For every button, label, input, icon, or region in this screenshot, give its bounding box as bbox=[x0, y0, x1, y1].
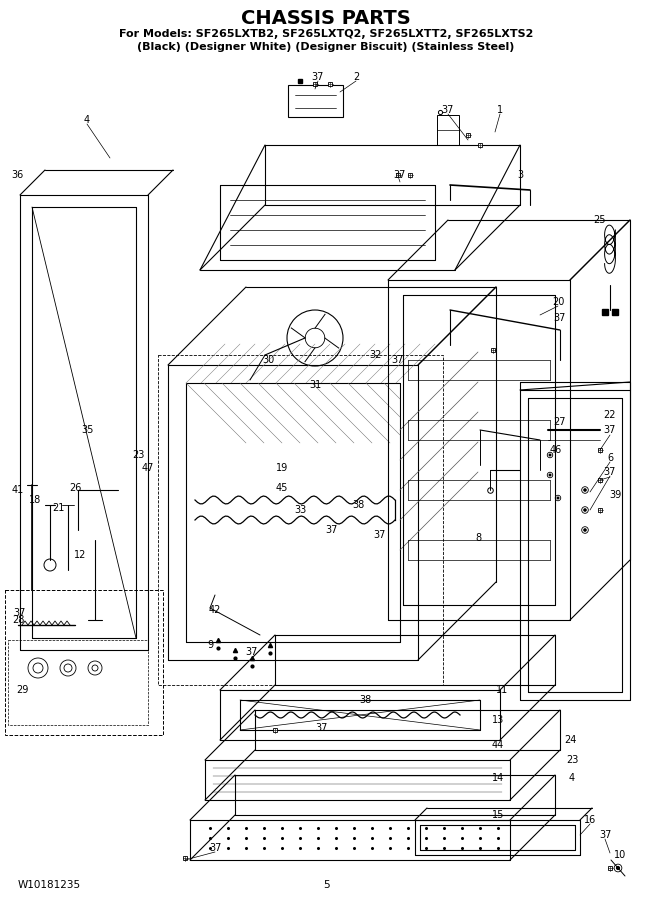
Text: 41: 41 bbox=[12, 485, 24, 495]
Text: 30: 30 bbox=[262, 355, 274, 365]
Text: 37: 37 bbox=[604, 467, 616, 477]
Text: 37: 37 bbox=[392, 355, 404, 365]
Text: 23: 23 bbox=[566, 755, 578, 765]
Text: 24: 24 bbox=[564, 735, 576, 745]
Text: (Black) (Designer White) (Designer Biscuit) (Stainless Steel): (Black) (Designer White) (Designer Biscu… bbox=[138, 42, 514, 52]
Circle shape bbox=[548, 473, 552, 476]
Text: 37: 37 bbox=[209, 843, 221, 853]
Text: 42: 42 bbox=[209, 605, 221, 615]
Text: 37: 37 bbox=[554, 313, 566, 323]
Text: W10181235: W10181235 bbox=[18, 880, 81, 890]
Text: 1: 1 bbox=[497, 105, 503, 115]
Text: 21: 21 bbox=[52, 503, 64, 513]
Text: 27: 27 bbox=[554, 417, 566, 427]
Text: 35: 35 bbox=[82, 425, 94, 435]
Text: 32: 32 bbox=[369, 350, 381, 360]
Text: 45: 45 bbox=[276, 483, 288, 493]
Text: 36: 36 bbox=[11, 170, 23, 180]
Text: 37: 37 bbox=[604, 425, 616, 435]
Text: CHASSIS PARTS: CHASSIS PARTS bbox=[241, 8, 411, 28]
Text: 13: 13 bbox=[492, 715, 504, 725]
Text: 6: 6 bbox=[607, 453, 613, 463]
Text: 3: 3 bbox=[517, 170, 523, 180]
Bar bbox=[288, 85, 343, 117]
Text: 4: 4 bbox=[84, 115, 90, 125]
Text: 37: 37 bbox=[246, 647, 258, 657]
Text: 19: 19 bbox=[276, 463, 288, 473]
Text: 37: 37 bbox=[442, 105, 454, 115]
Text: 26: 26 bbox=[69, 483, 82, 493]
Text: 22: 22 bbox=[604, 410, 616, 420]
Circle shape bbox=[583, 528, 587, 532]
Text: 2: 2 bbox=[353, 72, 359, 82]
Text: 20: 20 bbox=[552, 297, 564, 307]
Text: 14: 14 bbox=[492, 773, 504, 783]
Circle shape bbox=[616, 866, 620, 870]
Text: 23: 23 bbox=[132, 450, 144, 460]
Circle shape bbox=[583, 508, 587, 512]
Circle shape bbox=[548, 454, 552, 456]
Text: 16: 16 bbox=[584, 815, 596, 825]
Text: 37: 37 bbox=[374, 530, 386, 540]
Text: 4: 4 bbox=[569, 773, 575, 783]
Text: 37: 37 bbox=[326, 525, 338, 535]
Bar bbox=[437, 115, 459, 145]
Text: For Models: SF265LXTB2, SF265LXTQ2, SF265LXTT2, SF265LXTS2: For Models: SF265LXTB2, SF265LXTQ2, SF26… bbox=[119, 29, 533, 39]
Bar bbox=[8, 640, 148, 725]
Text: 33: 33 bbox=[294, 505, 306, 515]
Text: 38: 38 bbox=[352, 500, 364, 510]
Text: 37: 37 bbox=[316, 723, 328, 733]
Bar bbox=[5, 590, 163, 735]
Text: 9: 9 bbox=[207, 640, 213, 650]
Text: 37: 37 bbox=[599, 830, 611, 840]
Text: 37: 37 bbox=[393, 170, 405, 180]
Text: 25: 25 bbox=[594, 215, 606, 225]
Text: 29: 29 bbox=[16, 685, 28, 695]
Text: 12: 12 bbox=[74, 550, 86, 560]
Text: 15: 15 bbox=[492, 810, 504, 820]
Text: 11: 11 bbox=[496, 685, 508, 695]
Text: 39: 39 bbox=[609, 490, 621, 500]
Text: 47: 47 bbox=[142, 463, 154, 473]
Circle shape bbox=[583, 488, 587, 491]
Text: 10: 10 bbox=[614, 850, 626, 860]
Text: 46: 46 bbox=[550, 445, 562, 455]
Text: 28: 28 bbox=[12, 615, 24, 625]
Text: 31: 31 bbox=[309, 380, 321, 390]
Text: 37: 37 bbox=[14, 608, 26, 618]
Text: 38: 38 bbox=[359, 695, 371, 705]
Text: 5: 5 bbox=[323, 880, 329, 890]
Circle shape bbox=[557, 497, 559, 500]
Text: 44: 44 bbox=[492, 740, 504, 750]
Text: 18: 18 bbox=[29, 495, 41, 505]
Text: 37: 37 bbox=[312, 72, 324, 82]
Text: 8: 8 bbox=[475, 533, 481, 543]
Bar bbox=[158, 355, 443, 685]
